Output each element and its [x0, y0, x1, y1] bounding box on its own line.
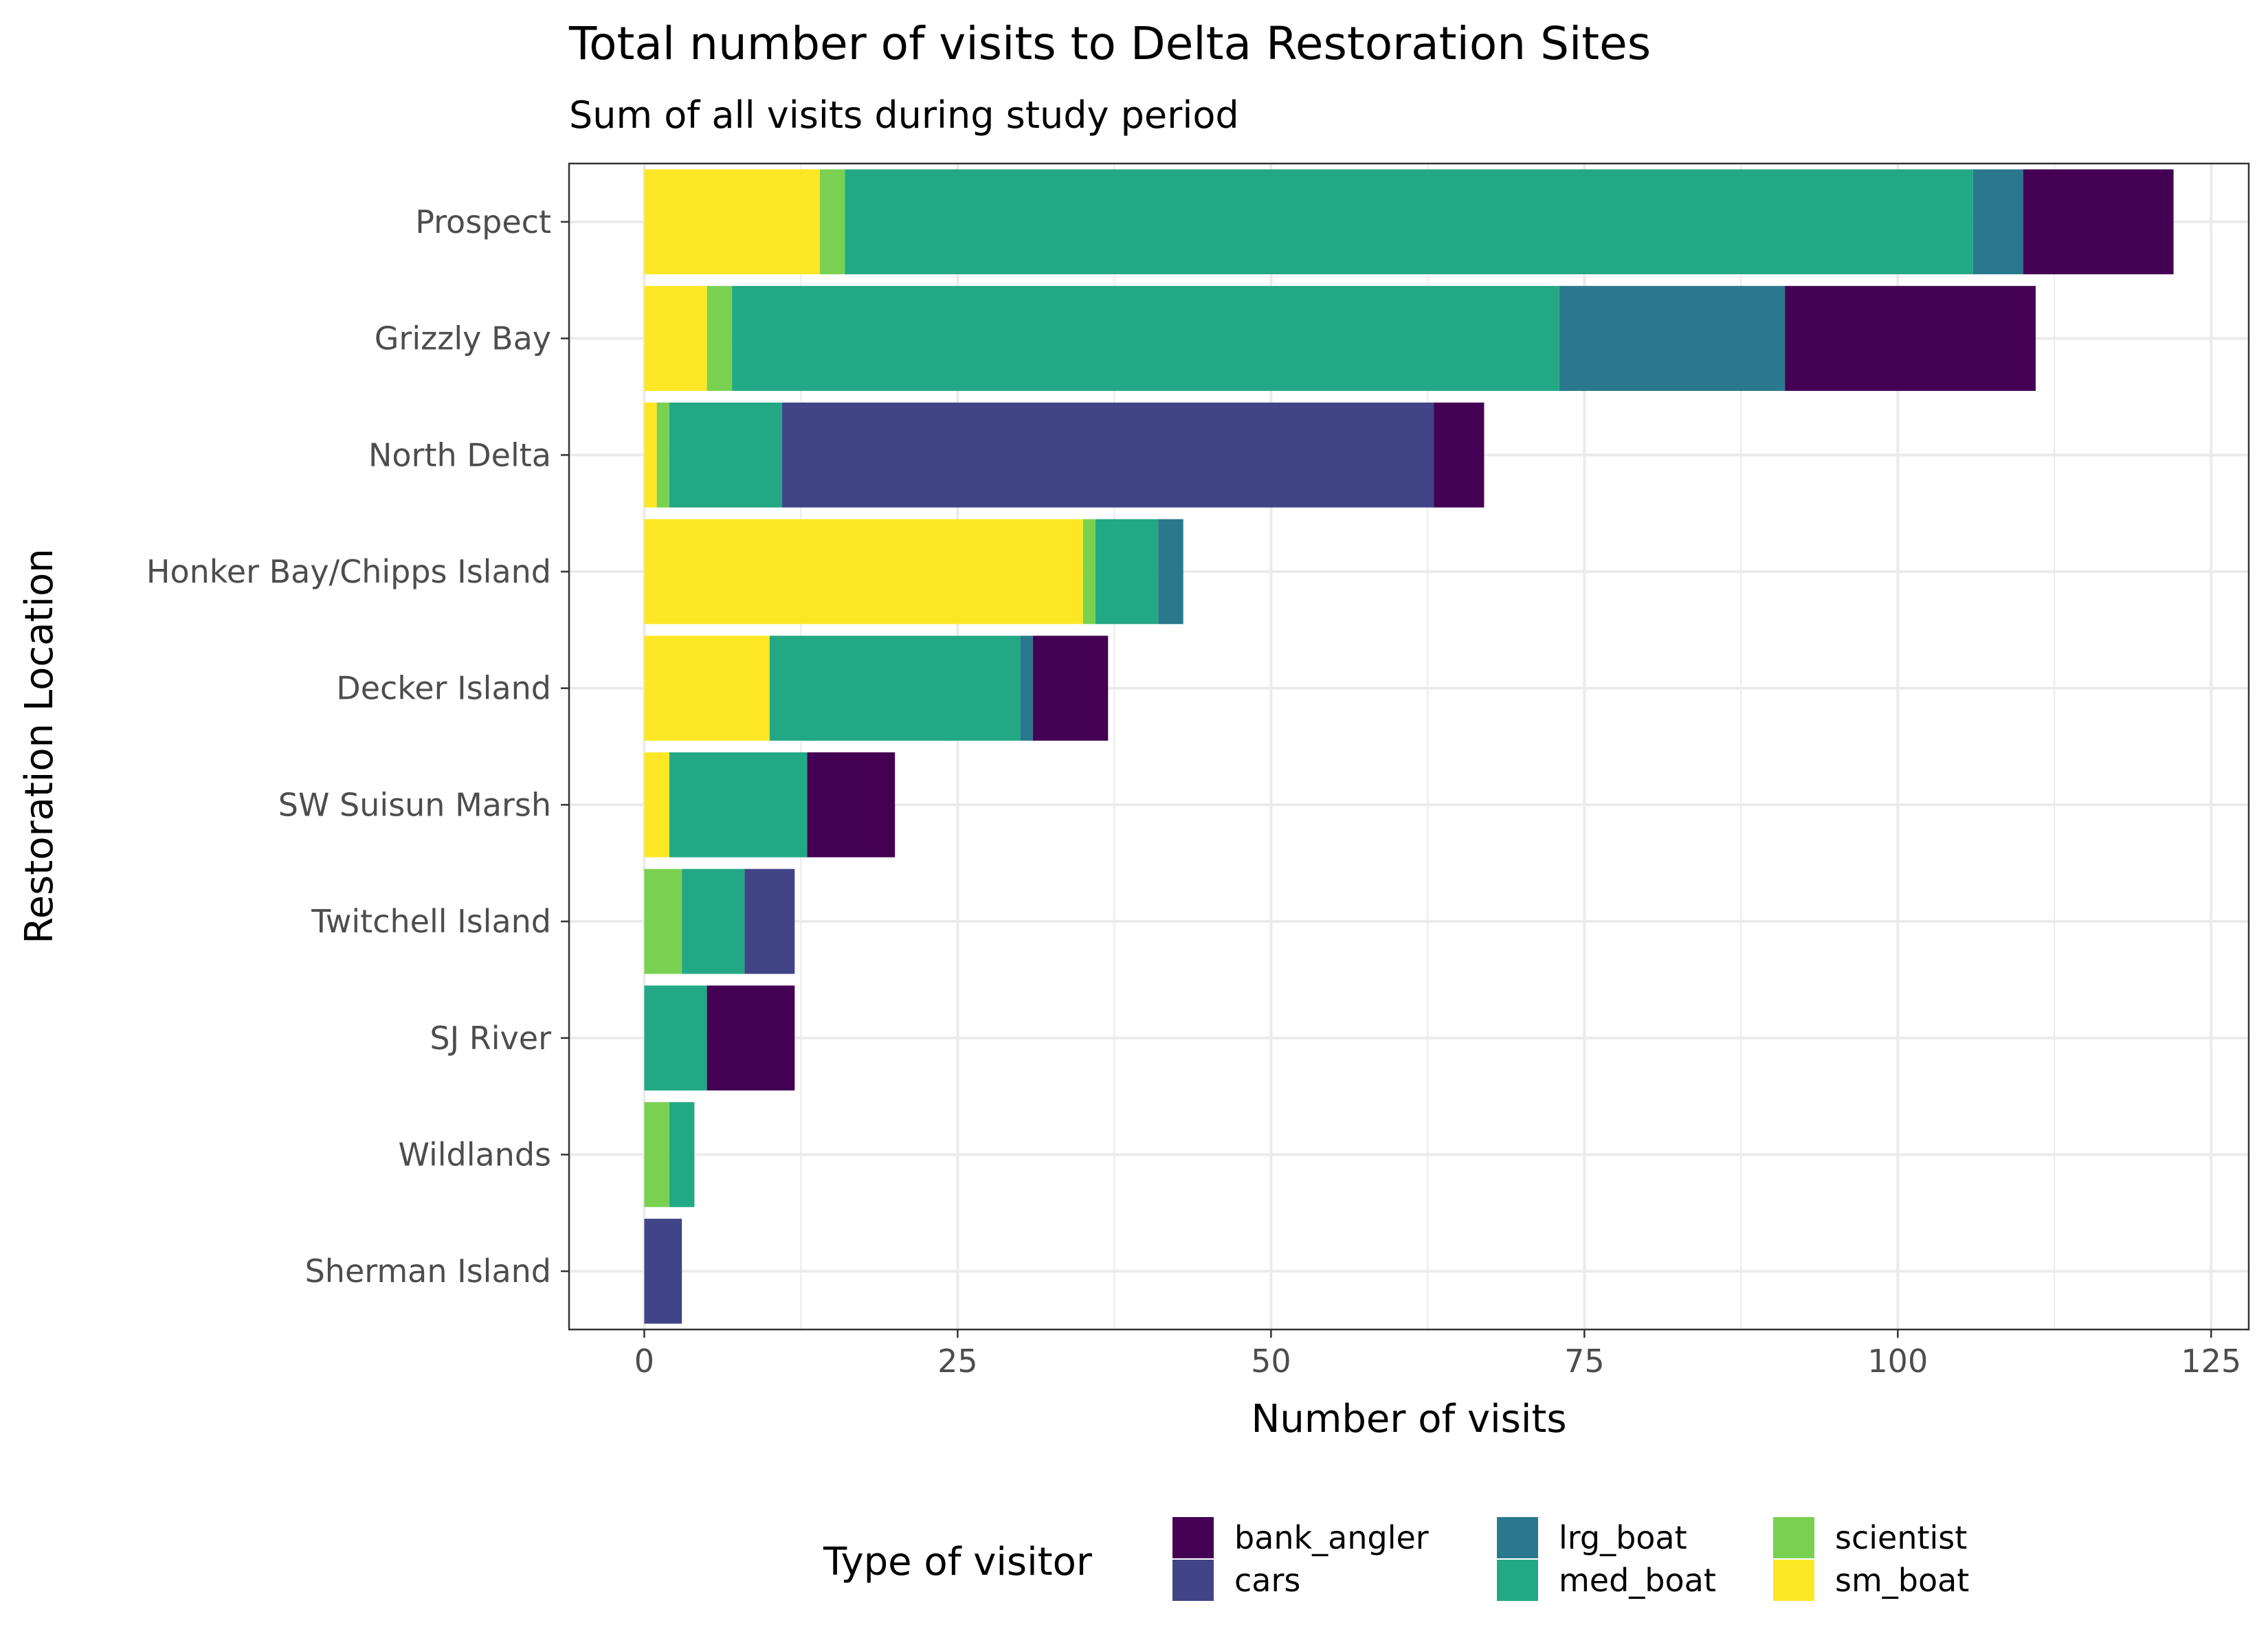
- panel-border: [568, 162, 2250, 1331]
- legend-key: [1497, 1560, 1538, 1601]
- bar-segment-lrg_boat: [1972, 169, 2023, 275]
- plot-panel: [568, 162, 2250, 1331]
- legend-key: [1172, 1560, 1214, 1601]
- legend-label: scientist: [1835, 1519, 1967, 1556]
- bar-segment-sm_boat: [644, 519, 1083, 625]
- y-tick-label: Twitchell Island: [311, 903, 551, 940]
- bar-segment-scientist: [644, 868, 682, 974]
- bar-segment-sm_boat: [644, 169, 820, 275]
- bar-segment-med_boat: [1096, 519, 1159, 625]
- legend-item-sm_boat: sm_boat: [1773, 1560, 1969, 1601]
- y-tick-label: Honker Bay/Chipps Island: [146, 553, 551, 590]
- bar-segment-sm_boat: [644, 636, 770, 741]
- bar-segment-lrg_boat: [1158, 519, 1183, 625]
- x-axis: 0 25 50 75 100 125: [634, 1330, 2241, 1380]
- bar-segment-med_boat: [669, 402, 783, 508]
- legend-title: Type of visitor: [823, 1540, 1093, 1584]
- bar-segment-bank_angler: [1434, 402, 1485, 508]
- bar-segment-med_boat: [682, 868, 745, 974]
- bar-segment-cars: [744, 868, 795, 974]
- bar-segment-lrg_boat: [1559, 286, 1786, 391]
- legend-item-med_boat: med_boat: [1497, 1560, 1716, 1601]
- bar-segment-lrg_boat: [1020, 636, 1033, 741]
- bars: [644, 169, 2174, 1324]
- legend-key: [1773, 1560, 1814, 1601]
- x-tick-label: 100: [1867, 1343, 1928, 1380]
- chart-subtitle: Sum of all visits during study period: [569, 93, 1239, 137]
- bar-segment-scientist: [819, 169, 845, 275]
- bar-segment-sm_boat: [644, 752, 669, 857]
- y-axis: Prospect Grizzly Bay North Delta Honker Bay…: [146, 203, 569, 1290]
- bar-segment-med_boat: [769, 636, 1021, 741]
- legend-label: lrg_boat: [1559, 1519, 1687, 1556]
- y-tick-label: North Delta: [368, 436, 551, 473]
- legend-key: [1497, 1517, 1538, 1558]
- bar-segment-scientist: [644, 1102, 669, 1207]
- bar-segment-cars: [782, 402, 1434, 508]
- bar-segment-med_boat: [669, 1102, 695, 1207]
- bar-segment-med_boat: [644, 985, 707, 1091]
- bar-segment-sm_boat: [644, 402, 657, 508]
- x-tick-label: 0: [634, 1343, 654, 1380]
- x-tick-label: 125: [2181, 1343, 2241, 1380]
- bar-segment-bank_angler: [1032, 636, 1109, 741]
- bar-segment-bank_angler: [2023, 169, 2174, 275]
- y-tick-label: Sherman Island: [305, 1253, 551, 1290]
- bar-segment-bank_angler: [707, 985, 795, 1091]
- legend-label: bank_angler: [1234, 1519, 1429, 1556]
- bar-segment-med_boat: [845, 169, 1973, 275]
- legend-label: sm_boat: [1835, 1562, 1969, 1599]
- bar-segment-sm_boat: [644, 286, 707, 391]
- legend-label: cars: [1234, 1562, 1300, 1599]
- bar-segment-scientist: [656, 402, 669, 508]
- x-tick-label: 50: [1251, 1343, 1291, 1380]
- chart-title: Total number of visits to Delta Restorat…: [568, 17, 1651, 70]
- legend-key: [1172, 1517, 1214, 1558]
- legend-label: med_boat: [1559, 1562, 1716, 1599]
- legend-item-bank_angler: bank_angler: [1172, 1517, 1429, 1558]
- bar-segment-med_boat: [669, 752, 808, 857]
- y-tick-label: Prospect: [415, 203, 551, 240]
- bar-segment-med_boat: [732, 286, 1559, 391]
- x-tick-label: 25: [937, 1343, 978, 1380]
- bar-segment-cars: [644, 1218, 682, 1324]
- y-tick-label: SW Suisun Marsh: [278, 786, 551, 823]
- x-tick-label: 75: [1564, 1343, 1605, 1380]
- legend-item-lrg_boat: lrg_boat: [1497, 1517, 1687, 1558]
- y-tick-label: Wildlands: [398, 1136, 551, 1173]
- y-tick-label: SJ River: [430, 1020, 551, 1057]
- legend-key: [1773, 1517, 1814, 1558]
- x-axis-title: Number of visits: [1251, 1397, 1566, 1442]
- legend-item-cars: cars: [1172, 1560, 1300, 1601]
- legend-item-scientist: scientist: [1773, 1517, 1967, 1558]
- bar-segment-scientist: [1082, 519, 1096, 625]
- y-axis-title: Restoration Location: [17, 548, 62, 944]
- y-tick-label: Decker Island: [336, 670, 551, 707]
- y-tick-label: Grizzly Bay: [375, 320, 551, 357]
- bar-segment-bank_angler: [807, 752, 896, 857]
- bar-segment-scientist: [707, 286, 733, 391]
- bar-segment-bank_angler: [1785, 286, 2036, 391]
